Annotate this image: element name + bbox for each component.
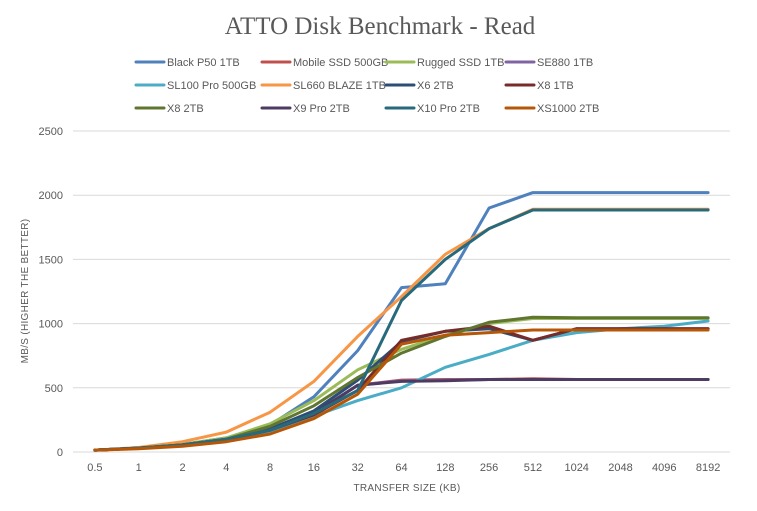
x-tick-label: 1024 xyxy=(564,462,588,474)
legend-item: SL660 BLAZE 1TB xyxy=(260,80,386,92)
legend-item: Rugged SSD 1TB xyxy=(384,57,504,69)
legend-item: Black P50 1TB xyxy=(134,57,240,69)
y-tick-label: 500 xyxy=(45,383,63,395)
legend-label: SL660 BLAZE 1TB xyxy=(293,80,386,92)
series-line-11 xyxy=(93,328,710,452)
x-tick-label: 8 xyxy=(267,462,273,474)
y-tick-label: 2500 xyxy=(39,126,63,138)
y-tick-label: 2000 xyxy=(39,190,63,202)
legend-label: X8 1TB xyxy=(537,80,574,92)
legend-label: Rugged SSD 1TB xyxy=(417,57,504,69)
legend-label: X9 Pro 2TB xyxy=(293,103,350,115)
x-tick-label: 4096 xyxy=(652,462,676,474)
x-tick-label: 4 xyxy=(223,462,229,474)
x-tick-label: 2 xyxy=(179,462,185,474)
legend-item: X8 2TB xyxy=(134,103,204,115)
y-axis-label: MB/S (HIGHER THE BETTER) xyxy=(20,219,31,364)
legend-item: X8 1TB xyxy=(504,80,574,92)
legend-label: X6 2TB xyxy=(417,80,454,92)
legend-label: SL100 Pro 500GB xyxy=(167,80,256,92)
legend-label: XS1000 2TB xyxy=(537,103,599,115)
x-tick-label: 1 xyxy=(136,462,142,474)
x-tick-label: 2048 xyxy=(608,462,632,474)
legend-item: X9 Pro 2TB xyxy=(260,103,350,115)
legend-item: SE880 1TB xyxy=(504,57,593,69)
series-line-8 xyxy=(93,315,710,452)
x-tick-label: 512 xyxy=(524,462,542,474)
legend: Black P50 1TB Mobile SSD 500GB Rugged SSD … xyxy=(134,57,599,115)
x-tick-label: 32 xyxy=(352,462,364,474)
x-tick-labels: 0.5 1 2 4 8 16 32 64 128 256 512 1024 2048 4096 8192 xyxy=(87,462,720,474)
x-tick-label: 8192 xyxy=(696,462,720,474)
legend-label: Black P50 1TB xyxy=(167,57,240,69)
legend-label: SE880 1TB xyxy=(537,57,593,69)
x-tick-label: 256 xyxy=(480,462,498,474)
series-lines xyxy=(93,191,710,452)
x-axis-label: TRANSFER SIZE (KB) xyxy=(353,483,460,494)
legend-item: X10 Pro 2TB xyxy=(384,103,480,115)
legend-label: X10 Pro 2TB xyxy=(417,103,480,115)
y-tick-label: 1500 xyxy=(39,254,63,266)
y-tick-label: 0 xyxy=(57,447,63,459)
chart-title: ATTO Disk Benchmark - Read xyxy=(225,13,536,40)
legend-label: X8 2TB xyxy=(167,103,204,115)
x-tick-label: 128 xyxy=(436,462,454,474)
x-tick-label: 0.5 xyxy=(87,462,102,474)
y-tick-labels: 0 500 1000 1500 2000 2500 xyxy=(39,126,63,459)
y-tick-label: 1000 xyxy=(39,319,63,331)
series-line-10 xyxy=(93,208,710,452)
legend-label: Mobile SSD 500GB xyxy=(293,57,388,69)
gridlines xyxy=(73,130,730,453)
x-tick-label: 64 xyxy=(395,462,407,474)
legend-item: X6 2TB xyxy=(384,80,454,92)
legend-item: XS1000 2TB xyxy=(504,103,599,115)
series-line-6 xyxy=(93,327,710,452)
x-tick-label: 16 xyxy=(308,462,320,474)
legend-item: SL100 Pro 500GB xyxy=(134,80,256,92)
legend-item: Mobile SSD 500GB xyxy=(260,57,388,69)
series-line-2 xyxy=(93,317,710,452)
series-line-0 xyxy=(93,191,710,452)
